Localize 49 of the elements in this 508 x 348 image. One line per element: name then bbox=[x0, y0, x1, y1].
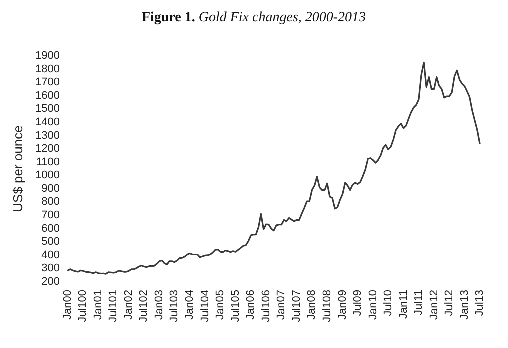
x-tick-label: Jan00 bbox=[62, 290, 74, 320]
y-tick-label: 200 bbox=[42, 276, 60, 288]
x-tick-label: Jul13 bbox=[474, 290, 486, 316]
x-tick-label: Jan07 bbox=[276, 290, 288, 320]
y-tick-label: 1800 bbox=[36, 63, 60, 76]
x-tick-label: Jul101 bbox=[108, 290, 120, 322]
x-tick-label: Jul106 bbox=[260, 290, 272, 322]
y-tick-label: 1500 bbox=[36, 103, 60, 116]
x-tick-label: Jan08 bbox=[306, 290, 318, 320]
x-tick-label: Jul102 bbox=[138, 290, 150, 322]
y-tick-label: 800 bbox=[42, 196, 60, 208]
x-tick-label: Jul12 bbox=[443, 290, 456, 316]
x-tick-label: Jan12 bbox=[428, 290, 440, 320]
y-tick-label: 1100 bbox=[36, 156, 60, 168]
y-tick-label: 700 bbox=[42, 210, 60, 222]
y-tick-label: 1200 bbox=[36, 143, 60, 156]
y-tick-label: 1600 bbox=[36, 90, 60, 102]
x-tick-label: Jan04 bbox=[184, 290, 196, 320]
x-tick-label: Jul104 bbox=[199, 290, 212, 322]
x-tick-label: Jul103 bbox=[168, 290, 181, 322]
line-series bbox=[67, 62, 481, 275]
y-tick-label: 1700 bbox=[36, 76, 60, 89]
x-tick-label: Jan02 bbox=[123, 290, 136, 320]
y-tick-label: 900 bbox=[42, 182, 60, 195]
y-axis-title: US$ per ounce bbox=[10, 126, 26, 212]
y-tick-label: 600 bbox=[42, 222, 60, 235]
x-tick-label: Jan10 bbox=[367, 290, 380, 320]
x-tick-label: Jan05 bbox=[214, 290, 227, 320]
x-tick-label: Jul108 bbox=[321, 290, 334, 322]
x-tick-label: Jul10 bbox=[382, 290, 394, 316]
x-tick-label: Jul107 bbox=[290, 290, 303, 322]
x-tick-label: Jan09 bbox=[336, 290, 349, 320]
x-tick-label: Jul100 bbox=[77, 290, 90, 322]
x-tick-label: Jan13 bbox=[458, 290, 471, 320]
x-tick-label: Jul09 bbox=[352, 290, 364, 316]
x-tick-label: Jan01 bbox=[92, 290, 105, 320]
x-tick-label: Jan11 bbox=[398, 290, 410, 320]
x-tick-label: Jul11 bbox=[412, 290, 425, 316]
y-tick-label: 1900 bbox=[36, 50, 60, 62]
y-tick-label: 400 bbox=[42, 249, 60, 262]
x-tick-label: Jan06 bbox=[245, 290, 258, 320]
y-tick-label: 1000 bbox=[36, 170, 60, 182]
y-tick-label: 500 bbox=[42, 236, 60, 248]
x-tick-label: Jul105 bbox=[230, 290, 242, 322]
chart-title: Figure 1. Gold Fix changes, 2000-2013 bbox=[142, 10, 366, 26]
y-tick-label: 1400 bbox=[36, 116, 60, 128]
x-tick-label: Jan03 bbox=[154, 290, 166, 320]
y-tick-label: 300 bbox=[42, 262, 60, 275]
y-tick-label: 1300 bbox=[36, 130, 60, 142]
